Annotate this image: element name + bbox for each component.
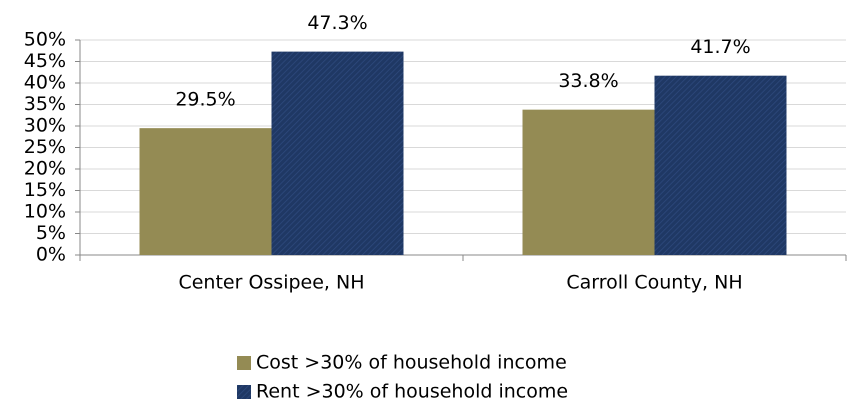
- legend-label: Rent >30% of household income: [256, 381, 568, 403]
- y-tick-label: 5%: [36, 222, 66, 244]
- legend-swatch: [237, 356, 251, 370]
- y-tick-label: 0%: [36, 244, 66, 266]
- value-label: 33.8%: [558, 70, 618, 92]
- value-label: 41.7%: [690, 36, 750, 58]
- x-tick-label: Center Ossipee, NH: [178, 272, 364, 294]
- bar: [271, 51, 404, 255]
- y-tick-label: 10%: [24, 201, 66, 223]
- y-tick-label: 40%: [24, 72, 66, 94]
- bar: [522, 109, 655, 255]
- y-tick-label: 35%: [24, 93, 66, 115]
- value-label: 29.5%: [175, 89, 235, 111]
- value-label: 47.3%: [307, 12, 367, 34]
- legend-swatch: [237, 385, 251, 399]
- y-tick-label: 25%: [24, 136, 66, 158]
- y-tick-label: 30%: [24, 115, 66, 137]
- legend-label: Cost >30% of household income: [256, 352, 567, 374]
- y-tick-label: 45%: [24, 50, 66, 72]
- y-tick-label: 15%: [24, 179, 66, 201]
- y-tick-label: 20%: [24, 158, 66, 180]
- bar: [139, 128, 272, 255]
- y-tick-label: 50%: [24, 29, 66, 51]
- bar: [654, 75, 787, 255]
- x-tick-label: Carroll County, NH: [566, 272, 742, 294]
